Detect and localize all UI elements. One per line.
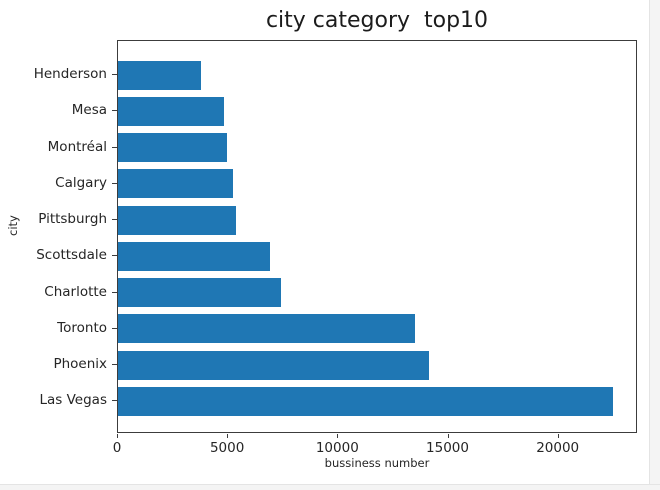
y-tick-mark: [112, 255, 117, 257]
y-tick-label-pittsburgh: Pittsburgh: [38, 211, 107, 227]
y-tick-mark: [112, 291, 117, 293]
y-tick-label-phoenix: Phoenix: [53, 356, 107, 372]
x-tick-label-10000: 10000: [315, 440, 359, 456]
y-tick-label-charlotte: Charlotte: [44, 283, 107, 300]
bar-henderson: [118, 60, 201, 90]
x-tick-label-5000: 5000: [209, 440, 245, 456]
bar-pittsburgh: [118, 205, 236, 235]
y-tick-mark: [112, 110, 117, 112]
bar-las-vegas: [118, 386, 613, 416]
y-tick-mark: [112, 146, 117, 148]
y-tick-label-henderson: Henderson: [33, 66, 107, 82]
x-tick-mark: [447, 434, 449, 438]
x-tick-mark: [117, 434, 118, 438]
x-tick-mark: [557, 434, 559, 438]
plot-area: [117, 40, 637, 433]
chart-title: city category top10: [265, 8, 489, 33]
y-tick-mark: [112, 364, 117, 365]
y-tick-mark: [112, 182, 117, 184]
y-tick-mark: [112, 74, 117, 75]
y-tick-mark: [112, 400, 117, 402]
y-tick-mark: [112, 219, 117, 220]
x-tick-label-20000: 20000: [536, 440, 580, 456]
bar-mesa: [118, 96, 225, 126]
bar-montre-al: [118, 133, 227, 162]
x-tick-label-15000: 15000: [426, 440, 469, 456]
y-axis-label: city: [6, 215, 20, 236]
y-tick-label-scottsdale: Scottsdale: [36, 247, 107, 264]
y-tick-label-calgary: Calgary: [55, 174, 107, 191]
y-tick-label-mesa: Mesa: [71, 102, 107, 119]
window-bottom-margin: [0, 484, 660, 490]
bar-toronto: [118, 314, 416, 344]
y-tick-label-toronto: Toronto: [57, 319, 107, 336]
bar-charlotte: [118, 278, 282, 307]
x-tick-mark: [337, 434, 339, 438]
x-tick-mark: [227, 434, 229, 438]
y-tick-label-montre-al: Montréal: [47, 138, 107, 155]
x-axis-label: bussiness number: [324, 456, 430, 470]
x-tick-label-0: 0: [112, 440, 122, 456]
y-tick-mark: [112, 327, 117, 329]
bar-phoenix: [118, 350, 429, 380]
y-tick-label-las-vegas: Las Vegas: [39, 392, 108, 409]
window-right-margin: [649, 0, 660, 490]
bar-scottsdale: [118, 241, 271, 271]
bar-calgary: [118, 169, 234, 199]
